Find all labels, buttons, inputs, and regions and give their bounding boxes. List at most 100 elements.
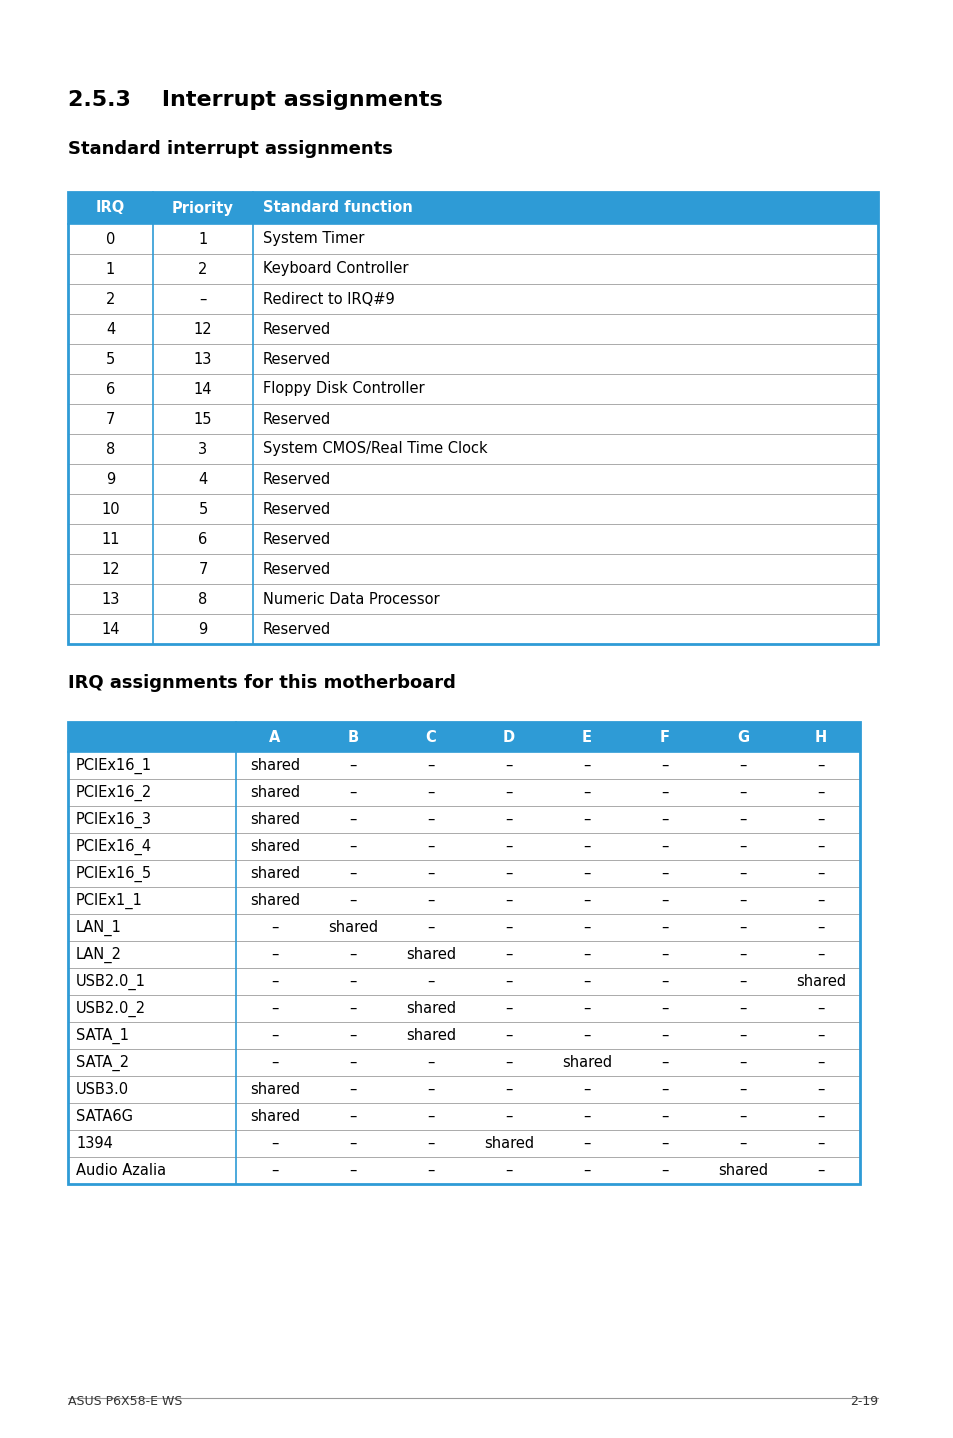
- Bar: [470, 779, 547, 807]
- Bar: [235, 860, 314, 887]
- Text: –: –: [660, 838, 668, 854]
- Text: 6: 6: [198, 532, 208, 546]
- Bar: [253, 374, 877, 404]
- Bar: [68, 722, 235, 752]
- Text: –: –: [505, 758, 512, 774]
- Bar: [68, 434, 152, 464]
- Text: –: –: [817, 1136, 823, 1150]
- Text: –: –: [349, 1055, 356, 1070]
- Text: –: –: [349, 1001, 356, 1017]
- Bar: [68, 255, 152, 283]
- Bar: [152, 255, 253, 283]
- Text: –: –: [739, 758, 746, 774]
- Bar: [703, 779, 781, 807]
- Bar: [68, 523, 152, 554]
- Text: –: –: [660, 1055, 668, 1070]
- Bar: [625, 940, 703, 968]
- Text: shared: shared: [406, 948, 456, 962]
- Text: –: –: [739, 948, 746, 962]
- Text: –: –: [817, 1081, 823, 1097]
- Bar: [625, 1130, 703, 1158]
- Text: 1: 1: [106, 262, 115, 276]
- Text: LAN_1: LAN_1: [76, 919, 122, 936]
- Text: –: –: [660, 1109, 668, 1125]
- Bar: [152, 495, 253, 523]
- Bar: [547, 860, 625, 887]
- Text: 13: 13: [193, 351, 212, 367]
- Text: F: F: [659, 729, 669, 745]
- Text: shared: shared: [483, 1136, 534, 1150]
- Bar: [235, 887, 314, 915]
- Bar: [68, 193, 877, 644]
- Bar: [68, 1158, 235, 1183]
- Text: 9: 9: [106, 472, 115, 486]
- Bar: [68, 722, 859, 1183]
- Text: Standard function: Standard function: [263, 200, 413, 216]
- Bar: [703, 968, 781, 995]
- Bar: [253, 523, 877, 554]
- Bar: [392, 995, 470, 1022]
- Text: 1394: 1394: [76, 1136, 112, 1150]
- Text: –: –: [349, 812, 356, 827]
- Text: –: –: [271, 1028, 278, 1043]
- Bar: [314, 915, 392, 940]
- Bar: [625, 1158, 703, 1183]
- Text: 2-19: 2-19: [849, 1395, 877, 1408]
- Bar: [703, 1022, 781, 1048]
- Text: –: –: [349, 1163, 356, 1178]
- Text: –: –: [582, 866, 590, 881]
- Bar: [781, 1022, 859, 1048]
- Bar: [314, 1022, 392, 1048]
- Text: –: –: [505, 785, 512, 800]
- Text: 5: 5: [198, 502, 208, 516]
- Text: –: –: [349, 1109, 356, 1125]
- Text: –: –: [739, 1001, 746, 1017]
- Text: shared: shared: [250, 758, 300, 774]
- Bar: [235, 833, 314, 860]
- Text: –: –: [427, 866, 435, 881]
- Text: Audio Azalia: Audio Azalia: [76, 1163, 166, 1178]
- Bar: [152, 434, 253, 464]
- Bar: [781, 779, 859, 807]
- Text: –: –: [505, 974, 512, 989]
- Bar: [392, 860, 470, 887]
- Text: PCIEx16_5: PCIEx16_5: [76, 866, 152, 881]
- Bar: [152, 584, 253, 614]
- Text: shared: shared: [250, 893, 300, 907]
- Text: 15: 15: [193, 411, 212, 427]
- Bar: [392, 1048, 470, 1076]
- Bar: [68, 1048, 235, 1076]
- Bar: [235, 1130, 314, 1158]
- Text: –: –: [505, 1109, 512, 1125]
- Bar: [781, 860, 859, 887]
- Bar: [625, 1048, 703, 1076]
- Text: –: –: [817, 1028, 823, 1043]
- Bar: [235, 1103, 314, 1130]
- Text: –: –: [427, 1109, 435, 1125]
- Bar: [625, 722, 703, 752]
- Text: –: –: [739, 974, 746, 989]
- Bar: [392, 887, 470, 915]
- Text: –: –: [349, 758, 356, 774]
- Bar: [547, 779, 625, 807]
- Text: –: –: [739, 838, 746, 854]
- Text: –: –: [199, 292, 207, 306]
- Text: System CMOS/Real Time Clock: System CMOS/Real Time Clock: [263, 441, 487, 456]
- Text: –: –: [660, 785, 668, 800]
- Bar: [392, 1103, 470, 1130]
- Text: –: –: [271, 974, 278, 989]
- Text: –: –: [739, 893, 746, 907]
- Text: –: –: [505, 1055, 512, 1070]
- Text: PCIEx16_2: PCIEx16_2: [76, 784, 152, 801]
- Text: shared: shared: [561, 1055, 612, 1070]
- Bar: [470, 1022, 547, 1048]
- Bar: [781, 995, 859, 1022]
- Text: shared: shared: [406, 1001, 456, 1017]
- Text: D: D: [502, 729, 515, 745]
- Bar: [314, 1076, 392, 1103]
- Text: –: –: [582, 1081, 590, 1097]
- Bar: [547, 833, 625, 860]
- Text: Keyboard Controller: Keyboard Controller: [263, 262, 408, 276]
- Bar: [314, 995, 392, 1022]
- Bar: [392, 968, 470, 995]
